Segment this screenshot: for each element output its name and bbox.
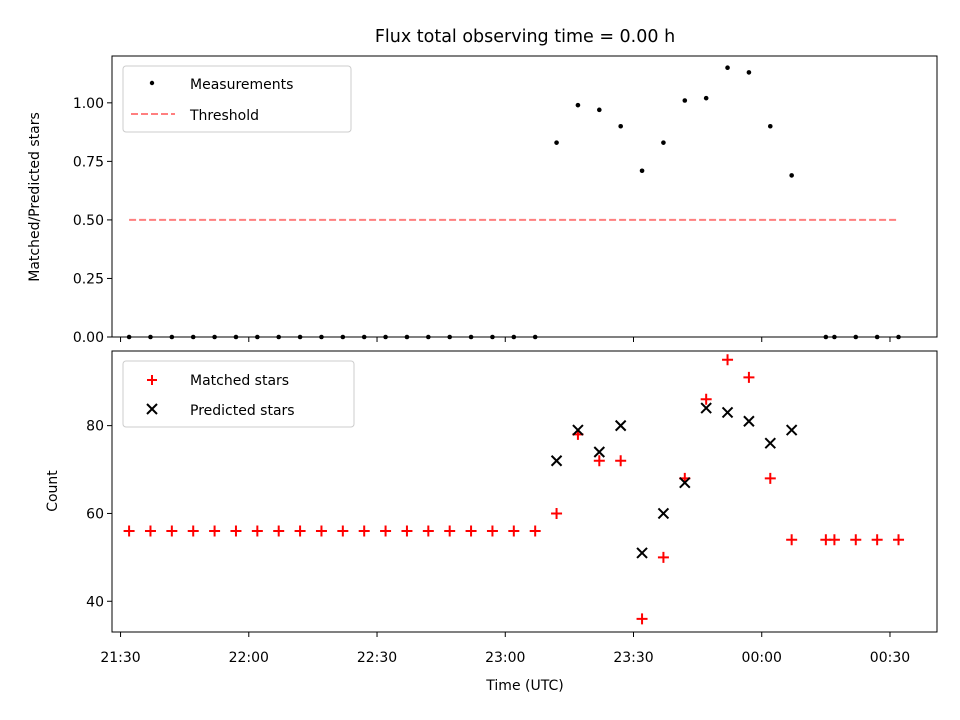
top-panel: 0.00 0.25 0.50 0.75 1.00 Matched/Predicted s… [27, 55, 938, 346]
matched-star-point [144, 525, 156, 537]
matched-star-point [251, 525, 263, 537]
x-tick-label: 00:30 [870, 650, 910, 666]
x-tick-label: 00:00 [742, 650, 782, 666]
matched-star-point [358, 525, 370, 537]
measurement-point [618, 123, 623, 129]
y-tick-label: 0.50 [73, 213, 104, 229]
y-tick-label: 80 [86, 419, 104, 435]
matched-star-point [187, 525, 199, 537]
predicted-star-point [721, 406, 734, 419]
matched-star-point [764, 472, 776, 484]
matched-star-point [615, 455, 627, 467]
predicted-star-point [572, 424, 584, 436]
bottom-panel: 40 60 80 21:30 22:00 22:30 23:00 23:30 00:00 00:… [45, 350, 938, 694]
legend-predicted-label: Predicted stars [190, 403, 295, 419]
predicted-star-point [700, 402, 712, 414]
matched-star-point [636, 613, 648, 625]
measurement-point [725, 65, 730, 71]
top-xticks [120, 337, 891, 342]
top-legend-box [122, 65, 352, 133]
measurement-point [639, 168, 645, 174]
predicted-star-point [593, 446, 606, 458]
matched-star-point [508, 525, 520, 537]
predicted-star-point [550, 455, 563, 467]
matched-star-point [422, 525, 434, 537]
x-tick-label: 23:00 [485, 650, 525, 666]
top-legend: Measurements Threshold [122, 65, 352, 133]
x-tick-label: 23:30 [613, 650, 653, 666]
matched-star-point [401, 525, 413, 537]
measurement-point [767, 123, 773, 129]
bottom-xticks: 21:30 22:00 22:30 23:00 23:30 00:00 00:30 [100, 632, 910, 666]
legend-measurements-label: Measurements [190, 77, 293, 93]
top-yticks: 0.00 0.25 0.50 0.75 1.00 [73, 96, 112, 346]
legend-measurement-marker [149, 80, 155, 86]
bottom-axes-frame [111, 350, 938, 633]
x-tick-label: 22:00 [229, 650, 269, 666]
matched-star-point [529, 525, 541, 537]
bottom-legend: Matched stars Predicted stars [122, 360, 355, 428]
y-tick-label: 40 [86, 594, 104, 610]
matched-star-point [743, 371, 755, 383]
measurement-point [575, 102, 581, 108]
legend-matched-marker [147, 375, 157, 385]
y-tick-label: 0.75 [73, 154, 104, 170]
matched-star-point [551, 507, 563, 519]
y-tick-label: 60 [86, 506, 104, 522]
matched-star-point [166, 525, 178, 537]
y-tick-label: 0.00 [73, 330, 104, 346]
bottom-y-axis-label: Count [45, 470, 61, 512]
x-tick-label: 21:30 [100, 650, 140, 666]
measurement-point [682, 98, 688, 103]
chart-title: Flux total observing time = 0.00 h [375, 27, 675, 47]
matched-star-point [786, 534, 798, 546]
matched-star-point [273, 525, 285, 537]
bottom-legend-box [122, 360, 355, 428]
matched-star-point [380, 525, 392, 537]
matched-star-point [209, 525, 221, 537]
y-tick-label: 1.00 [73, 96, 104, 112]
predicted-star-point [679, 477, 691, 489]
measurement-point [597, 107, 602, 113]
measurement-point [789, 173, 794, 178]
measurement-point [554, 140, 559, 145]
measurement-point [661, 140, 666, 145]
predicted-star-point [785, 424, 798, 436]
top-y-axis-label: Matched/Predicted stars [27, 112, 43, 282]
x-tick-label: 22:30 [357, 650, 397, 666]
matched-star-point [828, 534, 840, 546]
matched-star-point [230, 525, 242, 537]
matched-star-point [315, 525, 327, 537]
legend-matched-label: Matched stars [190, 373, 289, 389]
predicted-star-point [614, 419, 627, 432]
matched-star-point [593, 455, 605, 467]
bottom-marks [123, 354, 905, 625]
matched-star-point [850, 534, 862, 546]
matched-star-point [486, 525, 498, 537]
matched-star-point [700, 393, 712, 405]
matched-star-point [465, 525, 477, 537]
matched-star-point [893, 534, 905, 546]
predicted-star-point [764, 437, 776, 449]
matched-star-point [123, 525, 135, 537]
y-tick-label: 0.25 [73, 271, 104, 287]
legend-threshold-label: Threshold [189, 108, 259, 124]
measurement-point [746, 70, 752, 75]
matched-star-point [294, 525, 306, 537]
predicted-star-point [636, 547, 648, 559]
measurement-point [703, 95, 709, 101]
top-axes-frame [111, 55, 938, 338]
legend-predicted-marker [146, 403, 158, 415]
x-axis-label: Time (UTC) [485, 678, 563, 694]
matched-star-point [444, 525, 456, 537]
bottom-yticks: 40 60 80 [86, 419, 112, 610]
predicted-star-point [657, 507, 670, 520]
matched-star-point [657, 551, 669, 563]
predicted-star-point [743, 415, 755, 427]
matched-star-point [722, 354, 734, 366]
matched-star-point [871, 534, 883, 546]
matched-star-point [337, 525, 349, 537]
